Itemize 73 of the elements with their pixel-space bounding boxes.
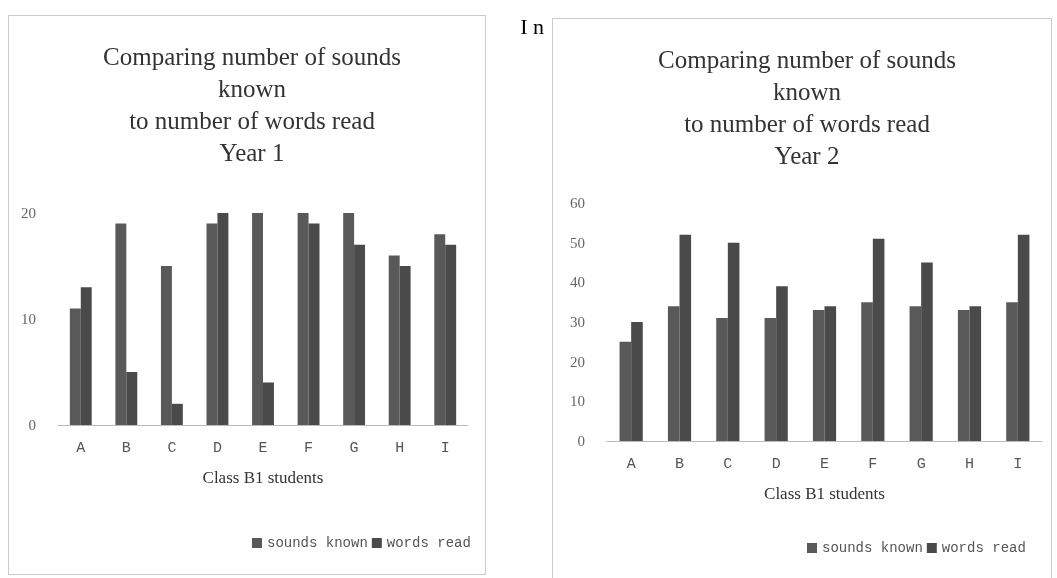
chart-title: Comparing number of sounds known to number of words read Year 2 <box>658 45 956 169</box>
bar <box>824 306 837 441</box>
bar <box>126 372 138 425</box>
y-tick-label: 50 <box>570 234 585 251</box>
bar <box>80 287 92 425</box>
x-tick-label: E <box>819 456 830 473</box>
bar <box>631 322 643 441</box>
bar <box>160 266 172 425</box>
bar <box>921 262 933 441</box>
bar <box>1017 234 1030 441</box>
bar <box>399 266 411 425</box>
y-tick-label: 20 <box>21 205 36 221</box>
x-tick-label: G <box>916 456 926 473</box>
bar <box>619 341 632 441</box>
bar <box>252 213 263 425</box>
x-tick-label: G <box>349 440 359 457</box>
bar <box>217 213 229 425</box>
x-axis-title: Class B1 students <box>764 484 885 503</box>
x-tick-label: D <box>212 440 222 457</box>
x-tick-label: A <box>626 456 636 473</box>
y-tick-label: 10 <box>570 393 585 410</box>
x-tick-label: E <box>258 440 268 457</box>
bar <box>1006 302 1018 441</box>
x-tick-label: A <box>76 440 86 457</box>
bar <box>343 213 355 425</box>
x-tick-label: H <box>964 456 975 473</box>
x-tick-label: F <box>304 440 314 457</box>
legend-label: words read <box>386 535 471 551</box>
bar <box>764 318 777 441</box>
bar <box>69 308 81 425</box>
bar <box>206 223 218 425</box>
x-tick-label: F <box>868 456 878 473</box>
legend-label: sounds known <box>267 535 368 551</box>
y-tick-label: 10 <box>21 311 36 327</box>
bar <box>969 306 982 441</box>
x-tick-label: C <box>167 440 177 457</box>
x-tick-label: B <box>121 440 131 457</box>
bar <box>263 382 274 425</box>
y-tick-label: 20 <box>570 353 585 370</box>
x-tick-label: I <box>440 440 450 457</box>
bar <box>297 213 309 425</box>
x-tick-label: C <box>723 456 733 473</box>
y-tick-label: 30 <box>570 314 585 330</box>
bar <box>872 238 885 441</box>
bar <box>716 318 728 441</box>
bar <box>354 244 366 425</box>
x-tick-label: I <box>1013 456 1023 473</box>
bar <box>679 234 692 441</box>
bar <box>171 403 183 425</box>
bar <box>667 306 680 441</box>
bar <box>727 242 740 441</box>
y-tick-label: 60 <box>570 195 585 211</box>
y-tick-label: 0 <box>577 433 585 449</box>
x-tick-label: D <box>771 456 781 473</box>
x-tick-label: B <box>674 456 685 473</box>
bar <box>957 310 970 441</box>
y-tick-label: 0 <box>28 417 36 433</box>
chart-title: Comparing number of sounds known to number of words read Year 1 <box>103 42 401 166</box>
bar <box>434 234 446 425</box>
x-tick-label: H <box>395 440 405 457</box>
bar <box>776 286 788 441</box>
bar <box>388 255 400 425</box>
y-tick-label: 40 <box>570 274 585 291</box>
text: I n <box>520 13 544 39</box>
bar <box>861 302 873 441</box>
legend-label: sounds known <box>822 540 923 556</box>
legend-label: words read <box>941 540 1026 556</box>
x-axis-title: Class B1 students <box>202 468 324 487</box>
bar <box>445 244 457 425</box>
bar <box>308 223 320 425</box>
bar <box>115 223 127 425</box>
bar <box>909 306 922 441</box>
bar <box>812 310 825 441</box>
